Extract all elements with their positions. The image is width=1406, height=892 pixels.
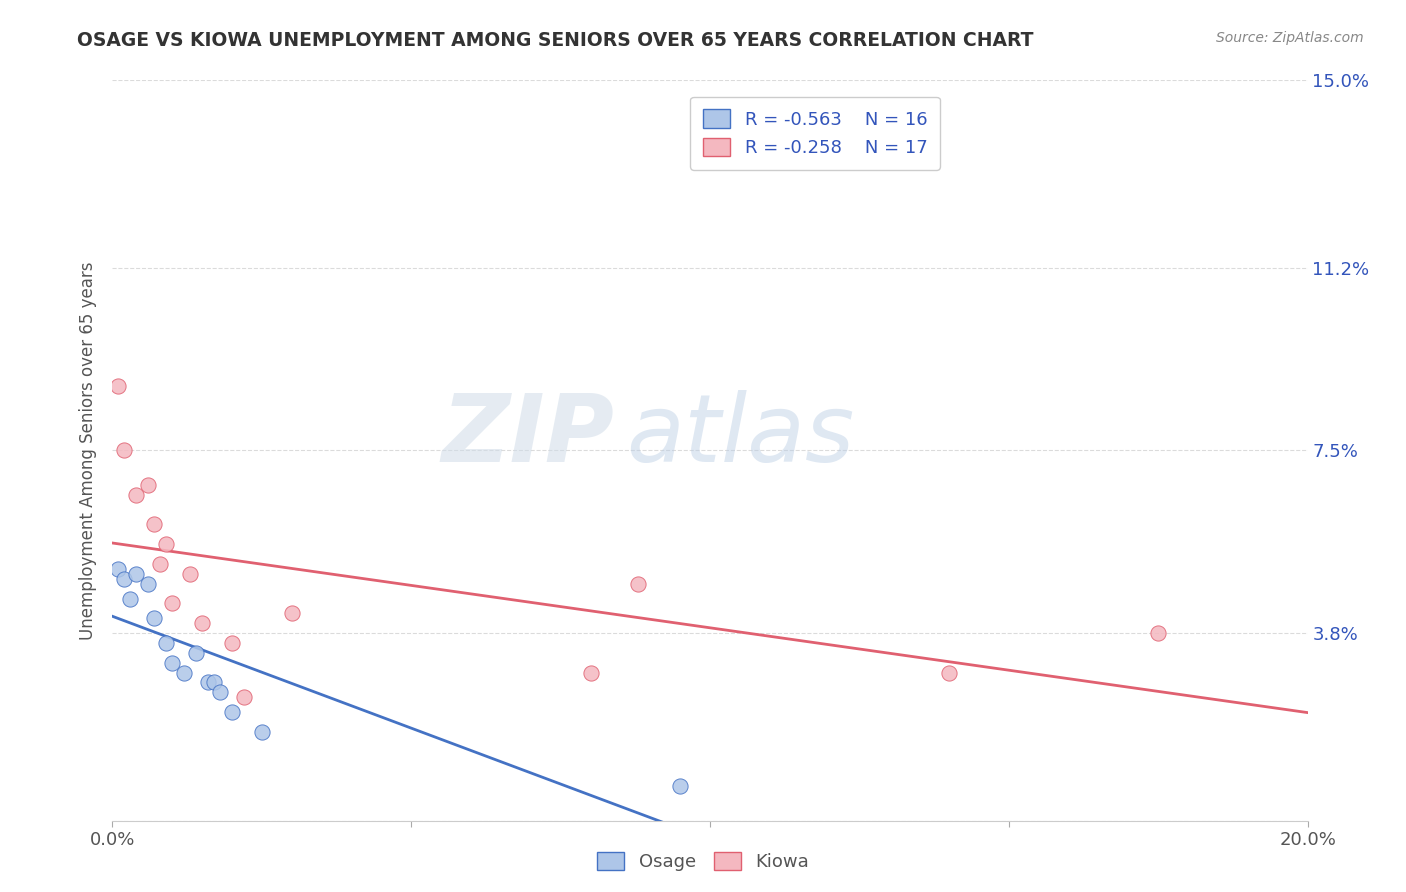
Point: [221, 636, 243, 650]
Legend: R = -0.563    N = 16, R = -0.258    N = 17: R = -0.563 N = 16, R = -0.258 N = 17: [690, 96, 941, 169]
Point: [143, 517, 166, 532]
Point: [155, 537, 177, 551]
Point: [173, 665, 195, 680]
Point: [202, 675, 225, 690]
Legend: Osage, Kiowa: Osage, Kiowa: [589, 845, 817, 879]
Y-axis label: Unemployment Among Seniors over 65 years: Unemployment Among Seniors over 65 years: [79, 261, 97, 640]
Point: [233, 690, 256, 705]
Point: [197, 675, 219, 690]
Point: [162, 597, 183, 611]
Point: [669, 779, 692, 793]
Point: [114, 572, 135, 586]
Point: [120, 591, 142, 606]
Point: [162, 656, 183, 670]
Point: [281, 607, 304, 621]
Point: [627, 576, 650, 591]
Point: [579, 665, 602, 680]
Point: [143, 611, 166, 625]
Point: [191, 616, 214, 631]
Point: [138, 576, 160, 591]
Point: [1147, 626, 1170, 640]
Point: [179, 566, 201, 581]
Point: [250, 724, 273, 739]
Point: [155, 636, 177, 650]
Point: [114, 443, 135, 458]
Point: [125, 566, 148, 581]
Point: [138, 478, 160, 492]
Point: [209, 685, 232, 699]
Point: [107, 562, 129, 576]
Point: [125, 488, 148, 502]
Text: atlas: atlas: [627, 390, 855, 481]
Text: OSAGE VS KIOWA UNEMPLOYMENT AMONG SENIORS OVER 65 YEARS CORRELATION CHART: OSAGE VS KIOWA UNEMPLOYMENT AMONG SENIOR…: [77, 31, 1033, 50]
Point: [221, 705, 243, 719]
Point: [186, 646, 208, 660]
Text: Source: ZipAtlas.com: Source: ZipAtlas.com: [1216, 31, 1364, 45]
Point: [938, 665, 960, 680]
Text: ZIP: ZIP: [441, 390, 614, 482]
Point: [107, 379, 129, 393]
Point: [149, 557, 172, 571]
